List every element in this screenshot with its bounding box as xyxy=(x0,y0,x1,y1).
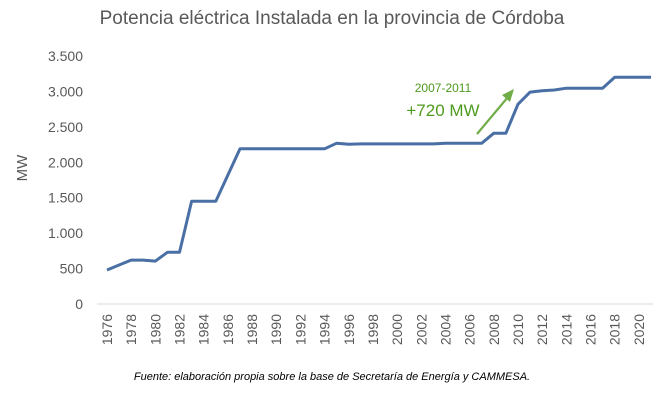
data-point-1987 xyxy=(238,147,242,151)
annotation-arrow-head xyxy=(502,89,514,102)
x-tick-label: 1988 xyxy=(244,314,260,345)
series-line xyxy=(106,75,651,272)
y-tick-label: 1.000 xyxy=(48,225,83,241)
y-tick-label: 0 xyxy=(75,296,83,312)
x-tick-label: 2014 xyxy=(558,314,574,345)
x-tick-label: 2004 xyxy=(437,314,453,345)
data-point-1997 xyxy=(359,142,363,146)
x-tick-label: 1986 xyxy=(220,314,236,345)
x-tick-label: 2008 xyxy=(486,314,502,345)
data-point-1992 xyxy=(298,147,302,151)
data-point-1988 xyxy=(250,147,254,151)
data-point-2002 xyxy=(419,142,423,146)
data-point-2003 xyxy=(431,142,435,146)
data-point-2019 xyxy=(625,75,629,79)
data-point-2014 xyxy=(564,86,568,90)
y-tick-label: 3.000 xyxy=(48,83,83,99)
x-tick-label: 2012 xyxy=(534,314,550,345)
data-point-2020 xyxy=(637,75,641,79)
x-axis-ticks: 1976 1978 1980 1982 1984 1986 1988 1990 1992 1994… xyxy=(99,314,647,345)
data-point-2000 xyxy=(395,142,399,146)
x-tick-label: 2020 xyxy=(631,314,647,345)
data-point-2001 xyxy=(407,142,411,146)
data-point-1982 xyxy=(178,250,182,254)
data-point-1994 xyxy=(323,147,327,151)
data-point-1977 xyxy=(117,263,121,267)
data-point-1976 xyxy=(105,268,109,272)
x-tick-label: 1996 xyxy=(341,314,357,345)
data-point-1995 xyxy=(335,141,339,145)
data-point-2010 xyxy=(516,102,520,106)
x-tick-label: 1980 xyxy=(147,314,163,345)
x-tick-label: 1984 xyxy=(196,314,212,345)
x-tick-label: 1998 xyxy=(365,314,381,345)
data-point-1999 xyxy=(383,142,387,146)
x-tick-label: 2010 xyxy=(510,314,526,345)
y-tick-label: 2.000 xyxy=(48,154,83,170)
series-points xyxy=(105,75,653,272)
y-axis-ticks: 0 500 1.000 1.500 2.000 2.500 3.000 3.500 xyxy=(48,48,83,312)
data-point-1986 xyxy=(226,173,230,177)
x-tick-label: 1978 xyxy=(123,314,139,345)
y-tick-label: 500 xyxy=(60,261,84,277)
data-point-1985 xyxy=(214,199,218,203)
y-tick-label: 1.500 xyxy=(48,190,83,206)
data-point-1984 xyxy=(202,199,206,203)
x-tick-label: 1990 xyxy=(268,314,284,345)
annotation-value: +720 MW xyxy=(406,101,479,120)
data-point-1983 xyxy=(190,199,194,203)
x-tick-label: 2018 xyxy=(607,314,623,345)
data-point-2016 xyxy=(589,86,593,90)
data-point-1993 xyxy=(311,147,315,151)
x-tick-label: 2002 xyxy=(413,314,429,345)
data-point-2012 xyxy=(540,89,544,93)
data-point-2004 xyxy=(444,141,448,145)
source-note: Fuente: elaboración propia sobre la base… xyxy=(133,371,531,383)
x-tick-label: 1982 xyxy=(172,314,188,345)
data-point-1989 xyxy=(262,147,266,151)
data-point-1978 xyxy=(129,258,133,262)
data-point-1980 xyxy=(153,259,157,263)
data-point-1996 xyxy=(347,142,351,146)
x-tick-label: 2006 xyxy=(462,314,478,345)
x-tick-label: 2016 xyxy=(583,314,599,345)
data-point-1981 xyxy=(165,250,169,254)
data-point-1991 xyxy=(286,147,290,151)
x-tick-label: 1992 xyxy=(292,314,308,345)
data-point-2006 xyxy=(468,141,472,145)
y-axis-label: MW xyxy=(14,154,31,181)
data-point-2009 xyxy=(504,131,508,135)
data-point-1998 xyxy=(371,142,375,146)
data-point-2018 xyxy=(613,75,617,79)
chart-title: Potencia eléctrica Instalada en la provi… xyxy=(99,8,565,29)
data-point-2008 xyxy=(492,131,496,135)
y-tick-label: 3.500 xyxy=(48,48,83,64)
x-tick-label: 2000 xyxy=(389,314,405,345)
annotation-period: 2007-2011 xyxy=(415,81,472,95)
data-point-1990 xyxy=(274,147,278,151)
data-point-2011 xyxy=(528,90,532,94)
data-point-2013 xyxy=(552,88,556,92)
data-point-2005 xyxy=(456,141,460,145)
data-point-2007 xyxy=(480,141,484,145)
data-point-2017 xyxy=(601,86,605,90)
data-point-1979 xyxy=(141,258,145,262)
data-point-2015 xyxy=(577,86,581,90)
x-tick-label: 1976 xyxy=(99,314,115,345)
y-tick-label: 2.500 xyxy=(48,119,83,135)
data-point-2021 xyxy=(649,75,653,79)
x-tick-label: 1994 xyxy=(317,314,333,345)
annotation-arrow-shaft xyxy=(476,96,509,135)
